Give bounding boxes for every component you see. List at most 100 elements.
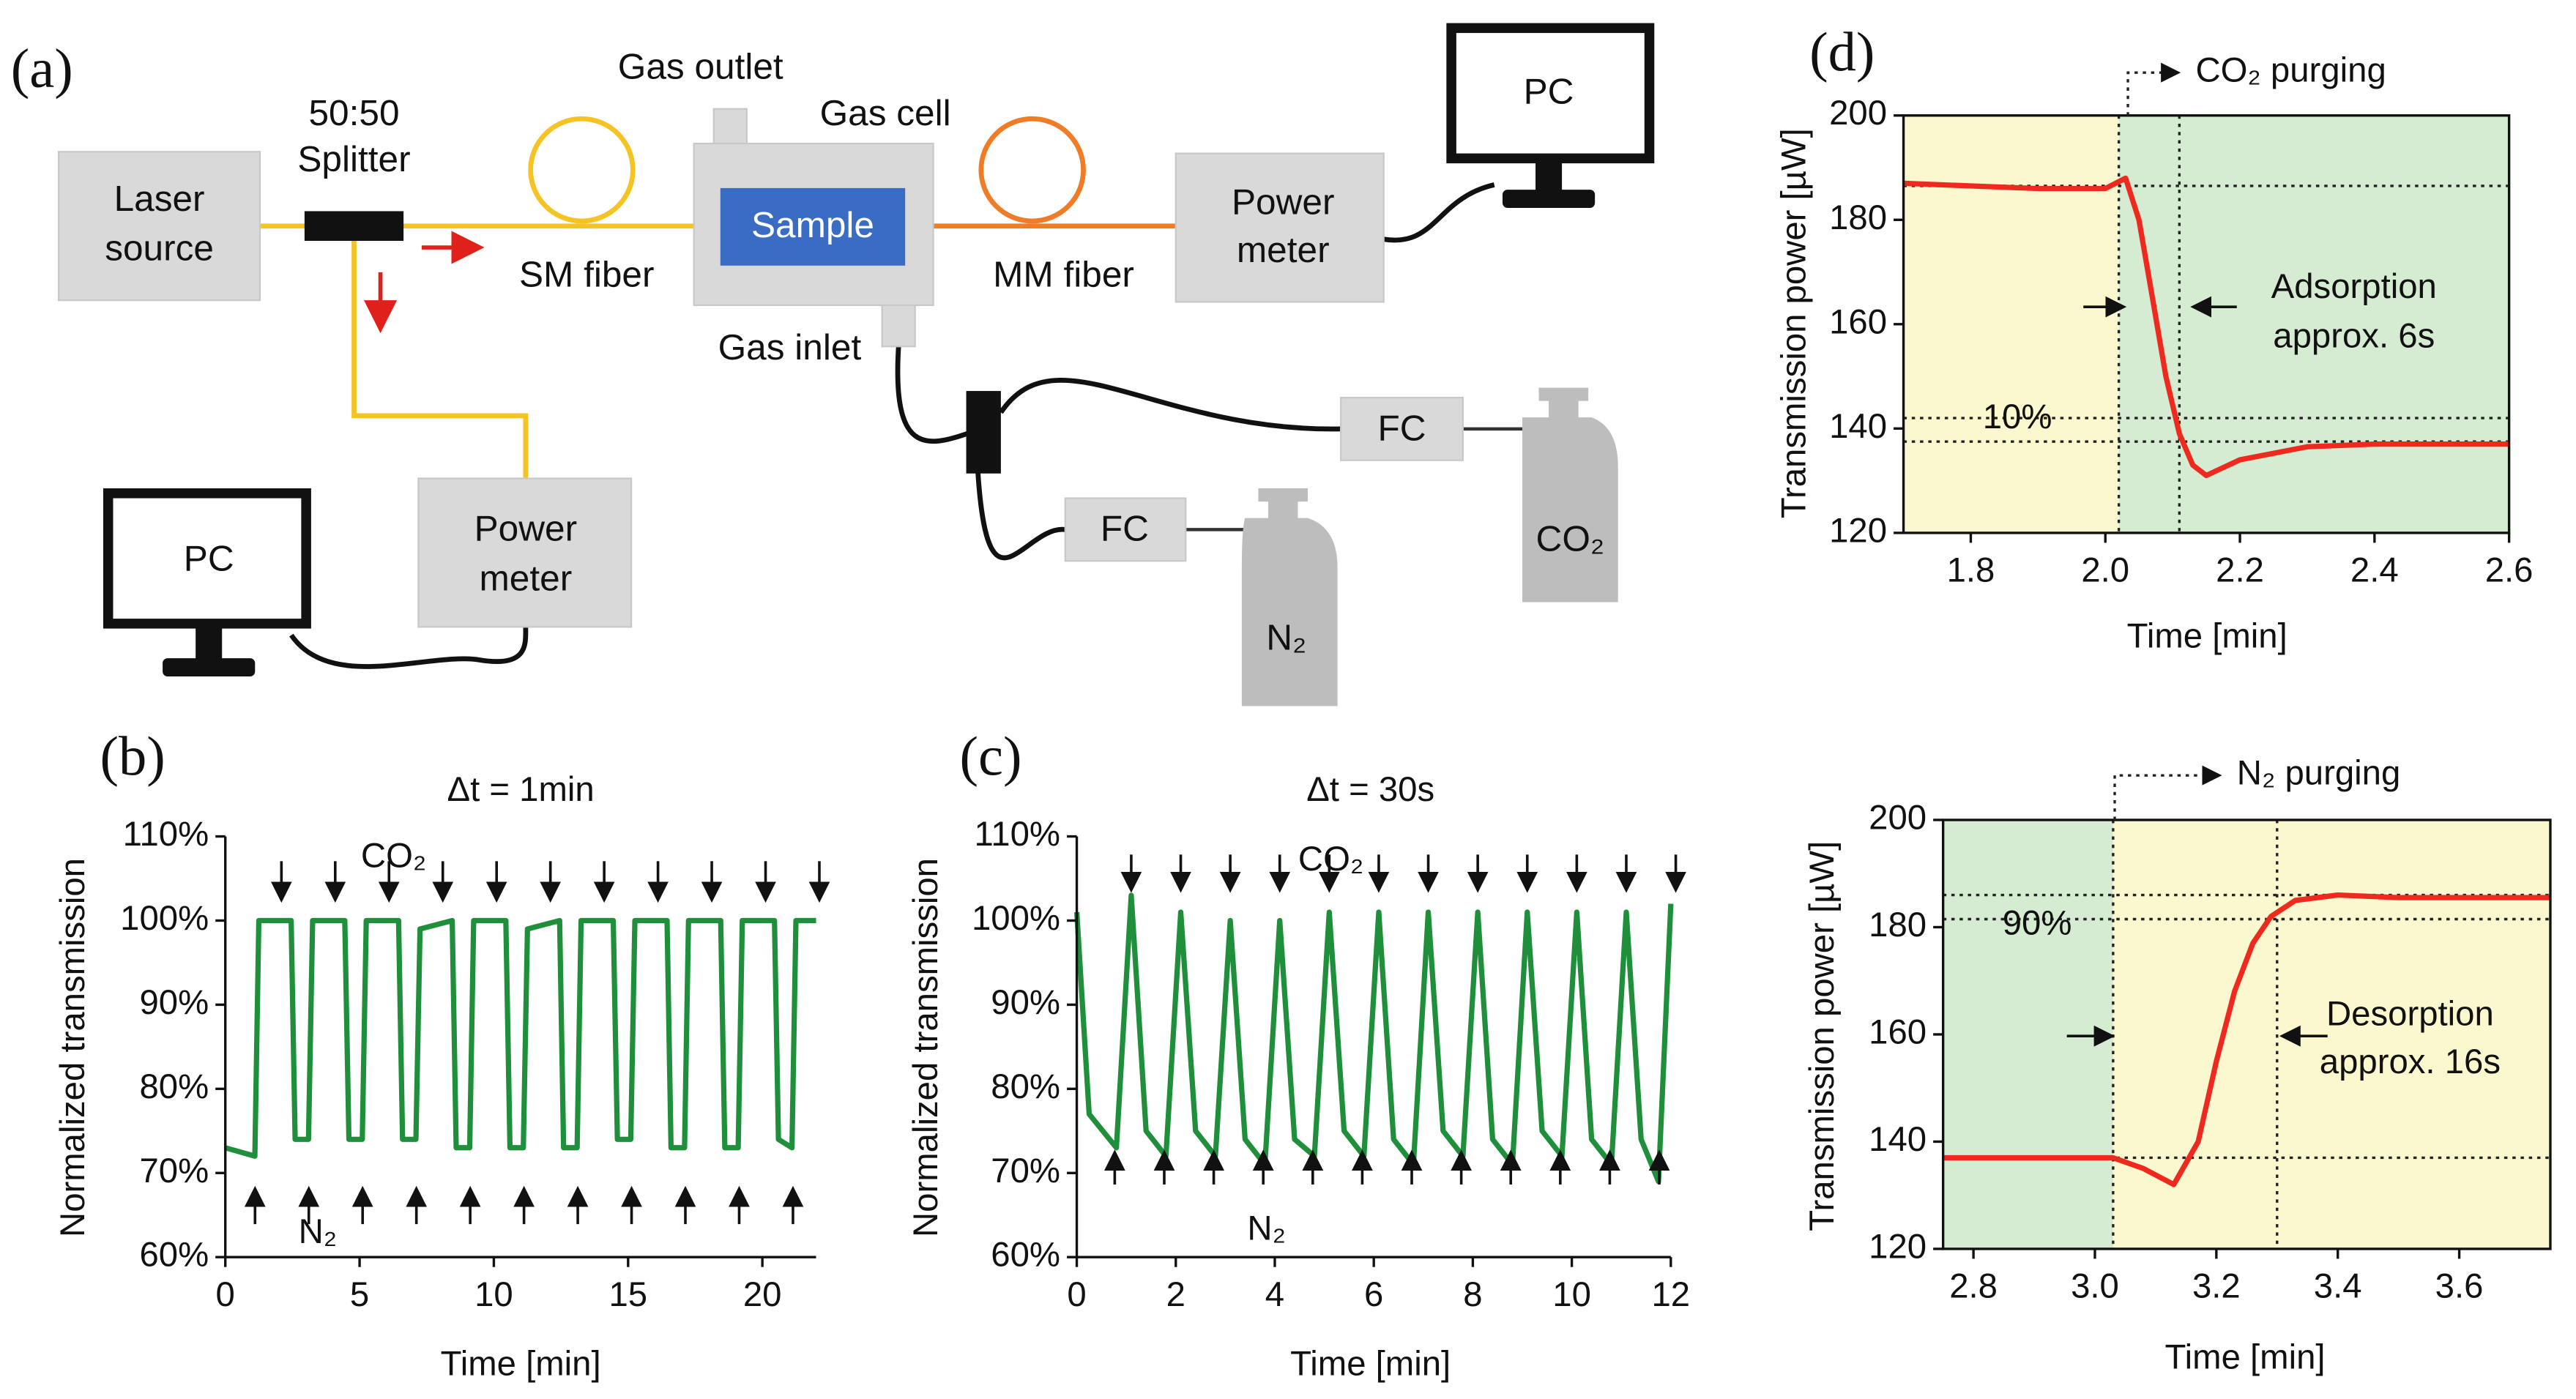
y-tick-label: 120 — [1829, 511, 1887, 550]
node-label: Power — [474, 508, 577, 549]
monitor — [1446, 23, 1655, 164]
x-tick-label: 4 — [1265, 1275, 1284, 1314]
node-label: Gas outlet — [618, 46, 783, 87]
y-tick-label: 80% — [991, 1067, 1060, 1106]
annotation: N₂ purging — [2237, 754, 2401, 793]
y-tick-label: 80% — [139, 1067, 209, 1106]
node-label: CO₂ — [1536, 518, 1605, 559]
x-tick-label: 6 — [1364, 1275, 1383, 1314]
data-line — [1943, 892, 2550, 1187]
node-label: meter — [1237, 229, 1330, 270]
x-axis-label: Time [min] — [1290, 1344, 1451, 1383]
gas-splitter — [966, 391, 1001, 474]
node-label: Splitter — [297, 138, 410, 179]
annotation: N₂ — [299, 1212, 338, 1251]
x-tick-label: 2.8 — [1949, 1267, 1998, 1306]
gas-inlet-stub — [881, 302, 916, 348]
chart-title: Δt = 30s — [1306, 770, 1434, 809]
y-tick-label: 60% — [991, 1236, 1060, 1275]
panel-label: (b) — [100, 725, 165, 788]
fiber-loop — [528, 116, 636, 224]
fiber-branch — [351, 241, 529, 479]
node-label: PC — [1524, 71, 1574, 112]
power-meter-box — [1175, 152, 1385, 303]
monitor-base — [1502, 190, 1596, 208]
x-tick-label: 8 — [1463, 1275, 1482, 1314]
x-tick-label: 2.2 — [2216, 551, 2264, 589]
y-axis-label: Transmission power [µW] — [1775, 128, 1814, 518]
y-tick-label: 160 — [1869, 1012, 1927, 1051]
annotation: N₂ — [1247, 1209, 1286, 1248]
annotation: approx. 16s — [2320, 1042, 2501, 1081]
y-tick-label: 110% — [123, 815, 209, 854]
setup-diagram: Laser source 50:50 Splitter SM fiber Gas… — [57, 23, 1655, 706]
annotation: 90% — [2003, 904, 2072, 943]
data-line — [1073, 892, 1674, 1185]
node-label: SM fiber — [519, 254, 655, 295]
node-label: meter — [480, 557, 573, 598]
cable — [289, 627, 529, 669]
annotation: approx. 6s — [2273, 316, 2435, 355]
fiber-loop — [978, 116, 1086, 224]
y-tick-label: 180 — [1869, 906, 1927, 944]
tube — [975, 470, 1066, 561]
x-tick-label: 3.0 — [2071, 1267, 2119, 1306]
y-tick-label: 70% — [991, 1152, 1060, 1190]
x-tick-label: 3.6 — [2435, 1267, 2484, 1306]
x-tick-label: 10 — [1552, 1275, 1591, 1314]
node-label: Sample — [751, 204, 874, 245]
region — [2118, 115, 2509, 533]
y-axis-label: Transmission power [µW] — [1803, 841, 1842, 1231]
node-label: PC — [184, 537, 234, 578]
x-axis-label: Time [min] — [2127, 617, 2287, 656]
tube — [999, 378, 1341, 432]
x-tick-label: 3.2 — [2192, 1267, 2241, 1306]
x-tick-label: 2.0 — [2081, 551, 2129, 589]
monitor-stand — [1535, 158, 1563, 192]
y-tick-label: 90% — [991, 983, 1060, 1022]
monitor-stand — [196, 623, 223, 660]
annotation: CO₂ purging — [2195, 51, 2386, 90]
chart-title: Δt = 1min — [447, 770, 594, 809]
y-tick-label: 70% — [139, 1152, 209, 1190]
y-tick-label: 200 — [1869, 799, 1927, 837]
leader — [2113, 765, 2222, 821]
monitor — [103, 488, 311, 629]
panel-label: (d) — [1809, 20, 1875, 83]
y-tick-label: 160 — [1829, 302, 1887, 341]
node-label: MM fiber — [993, 254, 1134, 295]
leader — [2126, 62, 2181, 116]
node-label: FC — [1101, 508, 1149, 549]
n2-cylinder — [1241, 488, 1338, 706]
y-tick-label: 90% — [139, 983, 209, 1022]
x-tick-label: 20 — [743, 1275, 782, 1314]
region — [1903, 115, 2119, 533]
y-tick-label: 140 — [1869, 1120, 1927, 1159]
node-label: Gas inlet — [718, 327, 862, 368]
y-tick-label: 110% — [975, 815, 1061, 854]
x-tick-label: 1.8 — [1947, 551, 1995, 589]
power-meter-box — [417, 477, 633, 628]
monitor-base — [163, 658, 256, 676]
node-label: FC — [1377, 407, 1426, 448]
node-label: N₂ — [1266, 616, 1306, 657]
node-label: Power — [1232, 182, 1334, 223]
data-line — [1903, 175, 2509, 479]
x-tick-label: 0 — [1067, 1275, 1086, 1314]
x-tick-label: 12 — [1652, 1275, 1691, 1314]
node-label: Laser — [114, 178, 205, 219]
x-axis-label: Time [min] — [2165, 1338, 2326, 1376]
region — [1943, 820, 2113, 1249]
cable — [1383, 182, 1495, 243]
annotation: Adsorption — [2271, 267, 2437, 306]
x-tick-label: 0 — [216, 1275, 235, 1314]
y-tick-label: 100% — [120, 899, 209, 938]
y-axis-label: Normalized transmission — [907, 858, 945, 1237]
x-axis-label: Time [min] — [441, 1344, 601, 1383]
node-label: source — [105, 228, 214, 269]
annotation: CO₂ — [1298, 840, 1363, 878]
x-tick-label: 2.4 — [2350, 551, 2399, 589]
fc-box — [1339, 396, 1464, 461]
sample-box — [720, 187, 906, 266]
